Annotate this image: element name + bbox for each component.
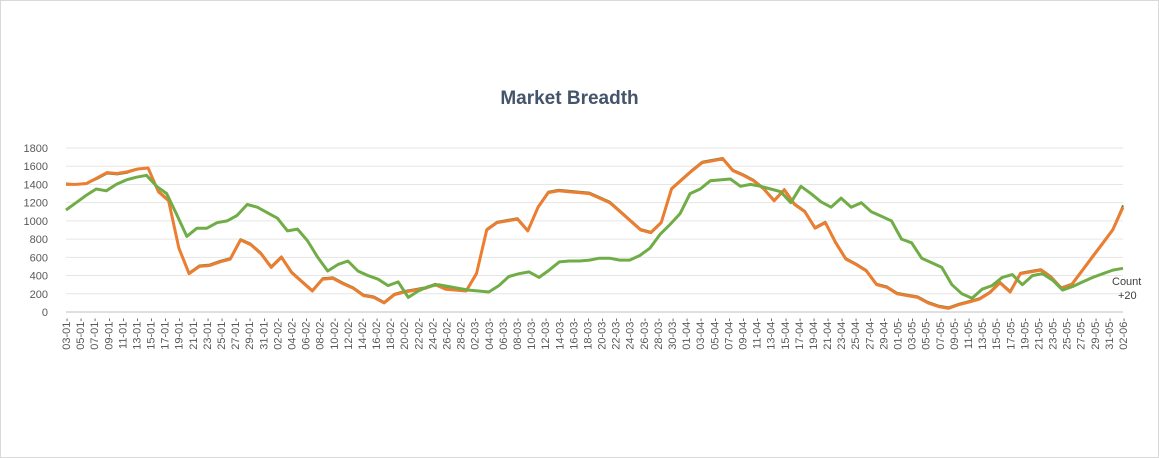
x-tick-label: 02-06- <box>1118 318 1130 350</box>
x-tick-label: 13-04- <box>766 318 778 350</box>
y-tick-label: 1800 <box>24 143 48 155</box>
x-tick-label: 15-01- <box>146 318 158 350</box>
x-tick-label: 25-05- <box>1062 318 1074 350</box>
x-tick-label: 16-03- <box>568 318 580 350</box>
x-tick-label: 04-02- <box>286 318 298 350</box>
x-tick-label: 07-05- <box>935 318 947 350</box>
series-lines <box>65 157 1125 310</box>
x-tick-label: 29-04- <box>878 318 890 350</box>
x-tick-label: 27-04- <box>864 318 876 350</box>
x-tick-label: 05-04- <box>709 318 721 350</box>
x-tick-label: 28-02- <box>456 318 468 350</box>
x-tick-label: 15-05- <box>991 318 1003 350</box>
x-axis-ticks: 03-01- 05-01- 07-01- 09-01- 11-01- 13-01- 15-0… <box>61 318 1130 350</box>
chart-title: Market Breadth <box>500 88 639 109</box>
x-tick-label: 24-02- <box>427 318 439 350</box>
x-tick-label: 12-02- <box>343 318 355 350</box>
x-tick-label: 23-04- <box>836 318 848 350</box>
x-tick-label: 03-05- <box>907 318 919 350</box>
x-tick-label: 25-04- <box>850 318 862 350</box>
x-tick-label: 03-04- <box>695 318 707 350</box>
x-tick-label: 20-03- <box>597 318 609 350</box>
x-tick-label: 01-04- <box>681 318 693 350</box>
x-tick-label: 07-04- <box>723 318 735 350</box>
x-tick-label: 21-04- <box>822 318 834 350</box>
y-tick-label: 400 <box>30 271 48 283</box>
x-tick-label: 03-01- <box>61 318 73 350</box>
x-tick-label: 02-03- <box>470 318 482 350</box>
x-tick-label: 13-01- <box>131 318 143 350</box>
y-tick-label: 800 <box>30 234 48 246</box>
x-tick-label: 25-01- <box>216 318 228 350</box>
x-tick-label: 28-03- <box>653 318 665 350</box>
y-tick-label: 1000 <box>24 216 48 228</box>
y-tick-label: 200 <box>30 289 48 301</box>
x-tick-label: 19-01- <box>174 318 186 350</box>
x-tick-label: 24-03- <box>625 318 637 350</box>
x-tick-label: 14-03- <box>554 318 566 350</box>
y-tick-label: 1400 <box>24 179 48 191</box>
x-tick-label: 13-05- <box>977 318 989 350</box>
x-tick-label: 08-03- <box>512 318 524 350</box>
x-tick-label: 15-04- <box>780 318 792 350</box>
x-tick-label: 12-03- <box>540 318 552 350</box>
x-tick-label: 11-01- <box>117 318 129 349</box>
x-tick-label: 21-05- <box>1033 318 1045 350</box>
annotations: Count +20 <box>1112 276 1141 302</box>
x-tick-label: 08-02- <box>315 318 327 350</box>
x-tick-label: 17-05- <box>1005 318 1017 350</box>
x-tick-label: 09-05- <box>949 318 961 350</box>
x-tick-label: 16-02- <box>371 318 383 350</box>
y-tick-label: 1600 <box>24 161 48 173</box>
x-tick-label: 26-02- <box>442 318 454 350</box>
x-tick-label: 22-03- <box>611 318 623 350</box>
x-tick-label: 31-01- <box>258 318 270 350</box>
series-line-3 <box>65 173 1124 300</box>
x-tick-label: 05-01- <box>75 318 87 350</box>
x-tick-label: 17-04- <box>794 318 806 350</box>
x-tick-label: 27-01- <box>230 318 242 350</box>
y-tick-label: 0 <box>42 307 48 319</box>
x-tick-label: 31-05- <box>1104 318 1116 350</box>
x-tick-label: 04-03- <box>484 318 496 350</box>
y-axis-ticks: 0 200 400 600 800 1000 1200 1400 1600 1800 <box>24 143 48 319</box>
x-tick-label: 26-03- <box>639 318 651 350</box>
x-tick-label: 23-01- <box>202 318 214 350</box>
annotation-label: Count <box>1112 276 1141 288</box>
x-tick-label: 22-02- <box>413 318 425 350</box>
x-tick-label: 29-05- <box>1090 318 1102 350</box>
x-tick-label: 01-05- <box>893 318 905 350</box>
x-tick-label: 10-03- <box>526 318 538 350</box>
x-tick-label: 11-04- <box>752 318 764 349</box>
x-tick-label: 19-04- <box>808 318 820 350</box>
x-tick-label: 06-02- <box>301 318 313 350</box>
x-tick-label: 18-02- <box>385 318 397 350</box>
x-tick-label: 10-02- <box>329 318 341 350</box>
x-tick-label: 18-03- <box>582 318 594 350</box>
x-tick-label: 07-01- <box>89 318 101 350</box>
series-line-2 <box>65 157 1124 309</box>
y-tick-label: 1200 <box>24 198 48 210</box>
x-tick-label: 09-01- <box>103 318 115 350</box>
x-tick-label: 02-02- <box>272 318 284 350</box>
x-tick-label: 29-01- <box>244 318 256 350</box>
x-tick-label: 20-02- <box>399 318 411 350</box>
x-tick-label: 09-04- <box>737 318 749 350</box>
y-tick-label: 600 <box>30 252 48 264</box>
series-line-1 <box>66 157 1125 310</box>
x-tick-label: 23-05- <box>1048 318 1060 350</box>
annotation-value: +20 <box>1118 290 1137 302</box>
x-tick-label: 21-01- <box>188 318 200 350</box>
gridlines <box>66 147 1123 313</box>
x-tick-label: 05-05- <box>921 318 933 350</box>
x-tick-label: 17-01- <box>160 318 172 350</box>
x-tick-label: 11-05- <box>963 318 975 349</box>
x-tick-label: 27-05- <box>1076 318 1088 350</box>
x-tick-label: 19-05- <box>1019 318 1031 350</box>
x-tick-label: 14-02- <box>357 318 369 350</box>
x-tick-label: 06-03- <box>498 318 510 350</box>
x-tick-label: 30-03- <box>667 318 679 350</box>
